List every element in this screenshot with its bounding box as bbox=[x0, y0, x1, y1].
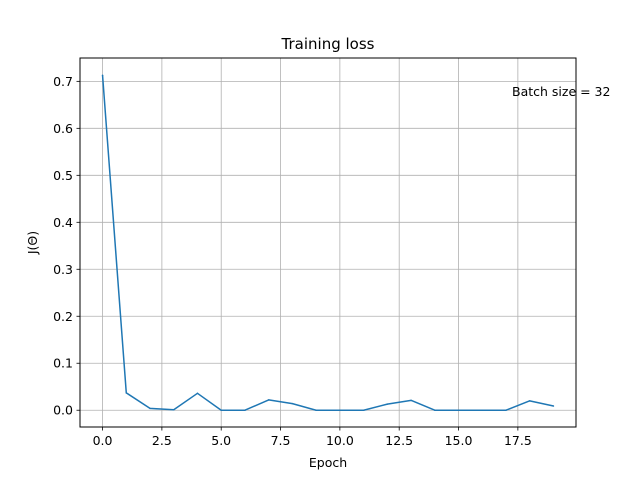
y-axis-ticks: 0.0 0.1 0.2 0.3 0.4 0.5 0.6 0.7 bbox=[53, 74, 80, 418]
x-tick-label: 5.0 bbox=[211, 433, 231, 448]
loss-data-point bbox=[339, 409, 341, 411]
y-tick-label: 0.6 bbox=[53, 121, 73, 136]
x-tick-label: 2.5 bbox=[152, 433, 172, 448]
loss-data-point bbox=[101, 74, 104, 76]
loss-data-point bbox=[410, 399, 412, 402]
loss-data-point bbox=[267, 399, 270, 401]
x-tick-label: 0.0 bbox=[93, 433, 113, 448]
loss-series-line bbox=[101, 75, 554, 411]
x-tick-label: 12.5 bbox=[385, 433, 413, 448]
batch-size-annotation: Batch size = 32 bbox=[512, 84, 610, 99]
y-tick-label: 0.3 bbox=[53, 262, 73, 277]
loss-data-point bbox=[196, 392, 199, 395]
plot-frame bbox=[79, 57, 577, 428]
x-tick-label: 7.5 bbox=[271, 433, 291, 448]
loss-data-point bbox=[315, 409, 317, 411]
x-tick-label: 15.0 bbox=[445, 433, 473, 448]
loss-data-point bbox=[481, 409, 484, 411]
loss-data-point bbox=[220, 409, 222, 411]
loss-data-point bbox=[149, 407, 151, 410]
loss-data-point bbox=[386, 403, 389, 405]
x-tick-label: 10.0 bbox=[326, 433, 354, 448]
y-tick-label: 0.0 bbox=[53, 403, 73, 418]
x-tick-label: 17.5 bbox=[504, 433, 532, 448]
loss-data-point bbox=[172, 409, 175, 411]
x-axis-ticks: 0.0 2.5 5.0 7.5 10.0 12.5 15.0 17.5 bbox=[93, 427, 532, 448]
loss-data-point bbox=[552, 405, 555, 407]
loss-data-point bbox=[434, 409, 436, 411]
loss-data-point bbox=[125, 392, 128, 394]
series-layer bbox=[101, 74, 555, 411]
y-tick-label: 0.4 bbox=[53, 215, 73, 230]
y-axis-label: J(Θ) bbox=[25, 231, 40, 255]
loss-data-point bbox=[528, 400, 531, 402]
y-tick-label: 0.2 bbox=[53, 309, 73, 324]
loss-data-point bbox=[291, 402, 294, 405]
loss-data-point bbox=[244, 409, 246, 411]
y-tick-label: 0.7 bbox=[53, 74, 73, 89]
loss-data-point bbox=[505, 409, 507, 411]
chart-title: Training loss bbox=[281, 35, 375, 53]
y-tick-label: 0.5 bbox=[53, 168, 73, 183]
x-axis-label: Epoch bbox=[309, 455, 347, 470]
y-tick-label: 0.1 bbox=[53, 356, 73, 371]
loss-data-point bbox=[362, 409, 365, 411]
loss-data-point bbox=[457, 409, 460, 411]
grid bbox=[80, 58, 576, 427]
